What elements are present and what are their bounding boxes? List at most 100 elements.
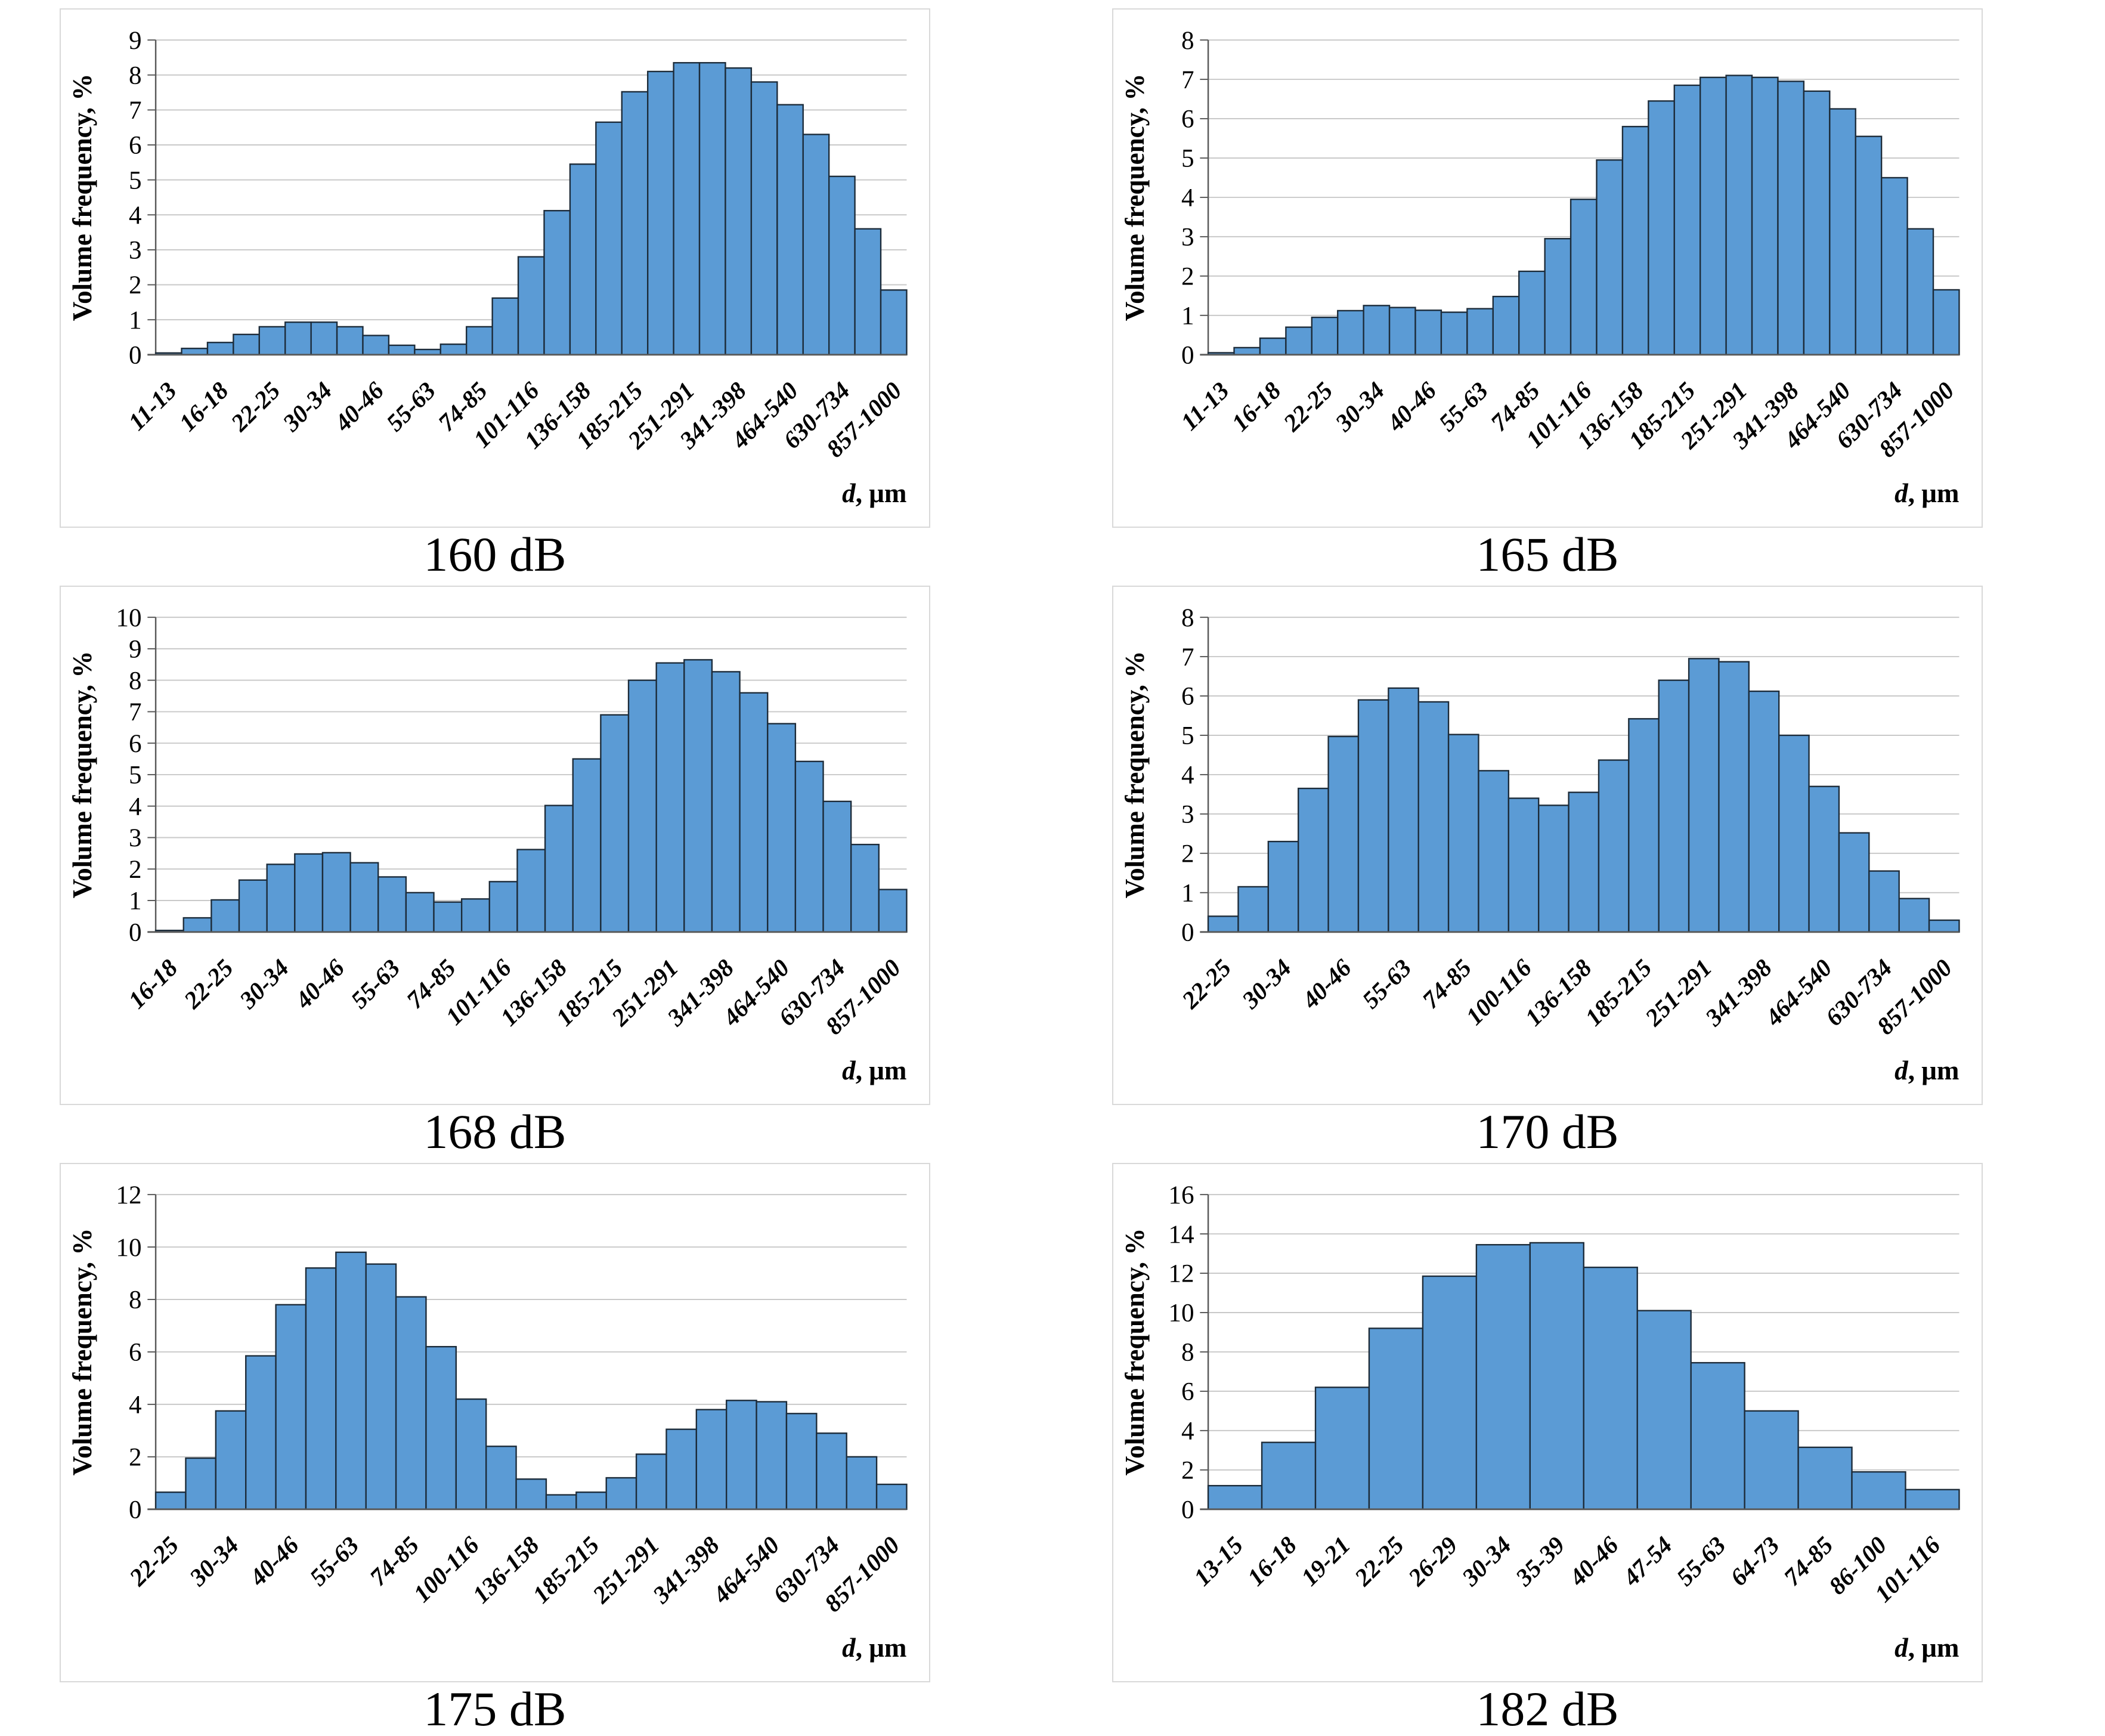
svg-text:185-215: 185-215: [527, 1531, 605, 1608]
svg-text:d, μm: d, μm: [842, 1056, 906, 1085]
svg-text:341-398: 341-398: [647, 1531, 725, 1608]
chart-title-175db: 175 dB: [423, 1682, 567, 1736]
svg-text:3: 3: [1181, 224, 1194, 252]
svg-text:5: 5: [1181, 145, 1194, 173]
svg-text:0: 0: [1181, 1496, 1194, 1524]
svg-text:7: 7: [129, 698, 142, 726]
svg-text:40-46: 40-46: [1564, 1531, 1624, 1591]
svg-text:6: 6: [1181, 1378, 1194, 1406]
svg-text:11-13: 11-13: [1175, 376, 1234, 435]
svg-text:55-63: 55-63: [381, 376, 441, 436]
svg-text:0: 0: [1181, 342, 1194, 370]
svg-text:6: 6: [129, 730, 142, 758]
histogram-168db: 01234567891016-1822-2530-3440-4655-6374-…: [67, 604, 908, 1085]
svg-text:d, μm: d, μm: [842, 478, 906, 508]
svg-text:64-73: 64-73: [1725, 1531, 1784, 1590]
chart-cell-170db: 0 1 2 3 4 5 6 7 8 22-25 30-34 40-46 55-63 74-85 100-11…: [1052, 577, 2105, 1159]
svg-text:100-116: 100-116: [1460, 954, 1537, 1030]
svg-text:10: 10: [116, 1234, 141, 1262]
svg-text:d, μm: d, μm: [1894, 1633, 1959, 1663]
svg-text:251-291: 251-291: [1639, 954, 1717, 1031]
svg-text:0: 0: [1181, 919, 1194, 947]
chart-cell-165db: 0 1 2 3 4 5 6 7 8 11-13 16-18 22-25 30-34 40-46 55-63 7…: [1052, 0, 2105, 582]
svg-text:1: 1: [129, 307, 142, 335]
svg-text:2: 2: [1181, 263, 1194, 291]
svg-text:8: 8: [1181, 1339, 1194, 1367]
svg-text:55-63: 55-63: [345, 954, 405, 1013]
chart-panel-175db: 0 2 4 6 8 10 12 22-25 30-34 40-46 55-63 74-85 100-11…: [60, 1163, 930, 1683]
svg-text:8: 8: [129, 1286, 142, 1314]
svg-text:12: 12: [116, 1181, 141, 1209]
svg-text:40-46: 40-46: [289, 954, 349, 1014]
svg-text:4: 4: [1181, 1418, 1194, 1446]
svg-text:40-46: 40-46: [1296, 954, 1357, 1014]
svg-text:40-46: 40-46: [329, 376, 389, 437]
svg-text:30-34: 30-34: [234, 954, 294, 1014]
svg-text:0: 0: [129, 342, 142, 370]
svg-text:1: 1: [1181, 880, 1194, 908]
svg-text:251-291: 251-291: [587, 1531, 664, 1608]
svg-text:0: 0: [129, 919, 142, 947]
svg-text:30-34: 30-34: [184, 1531, 244, 1591]
svg-text:8: 8: [1181, 604, 1194, 632]
svg-text:22-25: 22-25: [123, 1531, 184, 1591]
svg-text:16-18: 16-18: [174, 376, 233, 436]
chart-title-165db: 165 dB: [1476, 527, 1619, 582]
svg-text:3: 3: [129, 824, 142, 852]
svg-text:22-25: 22-25: [1277, 376, 1338, 437]
histogram-165db: 01234567811-1316-1822-2530-3440-4655-637…: [1120, 27, 1960, 508]
svg-text:26-29: 26-29: [1403, 1531, 1463, 1591]
svg-text:30-34: 30-34: [1329, 376, 1389, 437]
svg-text:d, μm: d, μm: [842, 1633, 906, 1663]
svg-text:30-34: 30-34: [1456, 1531, 1516, 1591]
svg-text:Volume frequency, %: Volume frequency, %: [67, 1228, 97, 1476]
svg-text:7: 7: [1181, 66, 1194, 94]
svg-text:0: 0: [129, 1496, 142, 1524]
svg-text:464-540: 464-540: [1760, 954, 1837, 1031]
svg-text:Volume frequency, %: Volume frequency, %: [1120, 651, 1150, 899]
svg-text:7: 7: [129, 97, 142, 125]
svg-text:100-116: 100-116: [408, 1531, 484, 1607]
svg-text:55-63: 55-63: [1671, 1531, 1731, 1590]
svg-text:16: 16: [1168, 1181, 1194, 1209]
chart-title-170db: 170 dB: [1476, 1104, 1619, 1159]
svg-text:55-63: 55-63: [304, 1531, 364, 1590]
svg-text:d, μm: d, μm: [1894, 1056, 1959, 1085]
svg-text:40-46: 40-46: [1381, 376, 1441, 437]
svg-text:1: 1: [1181, 302, 1194, 330]
svg-text:10: 10: [116, 604, 141, 632]
svg-text:30-34: 30-34: [277, 376, 337, 437]
svg-text:8: 8: [129, 667, 142, 695]
chart-cell-175db: 0 2 4 6 8 10 12 22-25 30-34 40-46 55-63 74-85 100-11…: [0, 1155, 1052, 1736]
svg-text:2: 2: [129, 271, 142, 299]
svg-text:4: 4: [1181, 184, 1194, 212]
svg-text:8: 8: [1181, 27, 1194, 55]
svg-text:11-13: 11-13: [123, 376, 182, 435]
svg-text:Volume frequency, %: Volume frequency, %: [1120, 74, 1150, 321]
svg-text:Volume frequency, %: Volume frequency, %: [67, 74, 97, 321]
svg-text:341-398: 341-398: [1700, 954, 1777, 1031]
svg-text:9: 9: [129, 636, 142, 664]
svg-text:Volume frequency, %: Volume frequency, %: [1120, 1228, 1150, 1476]
svg-text:2: 2: [129, 856, 142, 884]
svg-text:4: 4: [129, 1391, 142, 1419]
svg-text:2: 2: [1181, 1457, 1194, 1485]
svg-text:30-34: 30-34: [1236, 954, 1296, 1014]
svg-text:2: 2: [129, 1444, 142, 1472]
svg-text:19-21: 19-21: [1296, 1531, 1355, 1590]
svg-text:3: 3: [129, 237, 142, 265]
svg-text:6: 6: [129, 132, 142, 160]
svg-text:55-63: 55-63: [1357, 954, 1416, 1013]
chart-title-182db: 182 dB: [1476, 1682, 1619, 1736]
chart-cell-160db: 0 1 2 3 4 5 6 7 8 9 11-13 16-18 22-25 30-34 40-46 55-63…: [0, 0, 1052, 580]
svg-text:9: 9: [129, 27, 142, 55]
chart-panel-168db: 0 1 2 3 4 5 6 7 8 9 10 16-18 22-25 30-34 40-46 55-63 74-…: [60, 586, 930, 1106]
chart-cell-168db: 0 1 2 3 4 5 6 7 8 9 10 16-18 22-25 30-34 40-46 55-63 74-…: [0, 577, 1052, 1158]
svg-text:7: 7: [1181, 643, 1194, 671]
svg-text:16-18: 16-18: [1226, 376, 1286, 436]
svg-text:Volume frequency, %: Volume frequency, %: [67, 651, 97, 899]
svg-text:22-25: 22-25: [225, 376, 285, 437]
chart-panel-165db: 0 1 2 3 4 5 6 7 8 11-13 16-18 22-25 30-34 40-46 55-63 7…: [1112, 8, 1983, 528]
